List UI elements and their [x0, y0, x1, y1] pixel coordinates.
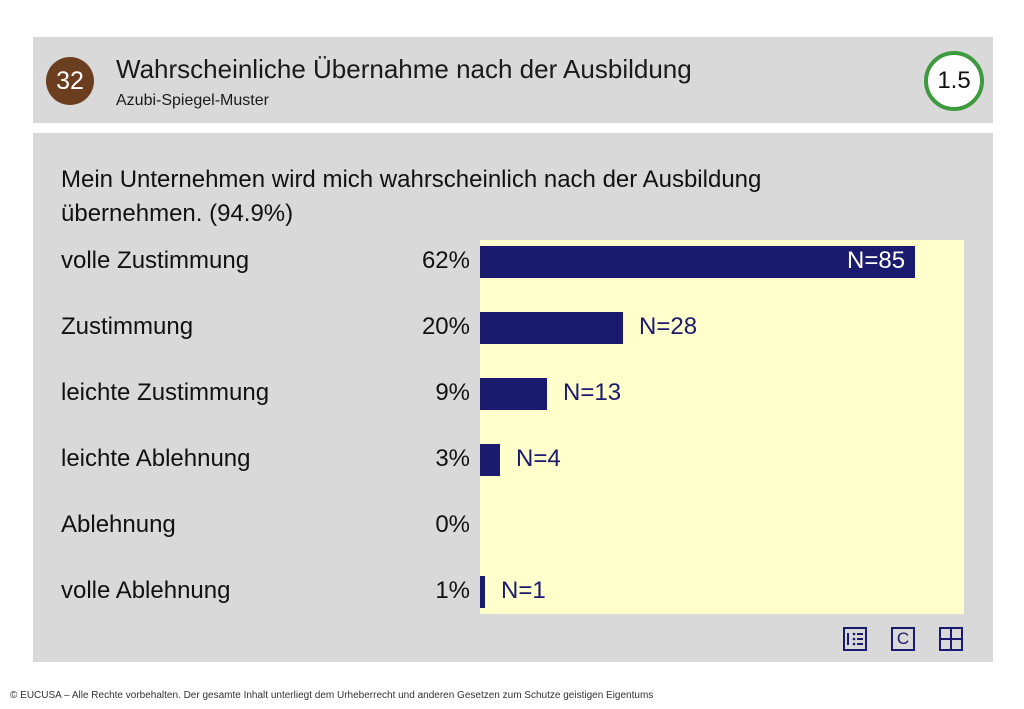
- count-label: N=4: [516, 445, 561, 472]
- category-label: Ablehnung: [61, 511, 176, 538]
- question-text: Mein Unternehmen wird mich wahrscheinlic…: [61, 166, 762, 227]
- percent-label: 62%: [421, 247, 470, 274]
- version-badge: 1.5: [924, 51, 984, 111]
- bar: [480, 378, 547, 410]
- header-bar: 32 Wahrscheinliche Übernahme nach der Au…: [33, 37, 993, 123]
- plot-area: [480, 240, 964, 614]
- bar: [480, 312, 623, 344]
- category-label: leichte Zustimmung: [61, 379, 270, 406]
- category-label: Zustimmung: [61, 313, 194, 340]
- list-icon[interactable]: [843, 627, 867, 651]
- list-icon-glyph: [847, 632, 863, 646]
- slide-number-badge: 32: [46, 57, 94, 105]
- copyright-icon[interactable]: C: [891, 627, 915, 651]
- percent-label: 3%: [435, 445, 470, 472]
- copyright-footer: © EUCUSA – Alle Rechte vorbehalten. Der …: [10, 690, 654, 701]
- grid-icon-glyph: [941, 629, 961, 649]
- percent-label: 1%: [435, 577, 470, 604]
- bar: [480, 444, 500, 476]
- bar: [480, 576, 485, 608]
- count-label: N=1: [501, 577, 546, 604]
- grid-icon[interactable]: [939, 627, 963, 651]
- percent-label: 9%: [435, 379, 470, 406]
- category-label: leichte Ablehnung: [61, 445, 251, 472]
- chart-panel: Mein Unternehmen wird mich wahrscheinlic…: [33, 133, 993, 662]
- percent-label: 0%: [435, 511, 470, 538]
- page-title: Wahrscheinliche Übernahme nach der Ausbi…: [116, 54, 692, 84]
- bar: [480, 246, 915, 278]
- category-label: volle Zustimmung: [61, 247, 250, 274]
- category-label: volle Ablehnung: [61, 577, 231, 604]
- percent-label: 20%: [421, 313, 470, 340]
- count-label: N=28: [639, 313, 698, 340]
- page-subtitle: Azubi-Spiegel-Muster: [116, 92, 269, 109]
- count-label: N=85: [847, 247, 906, 274]
- count-label: N=13: [563, 379, 622, 406]
